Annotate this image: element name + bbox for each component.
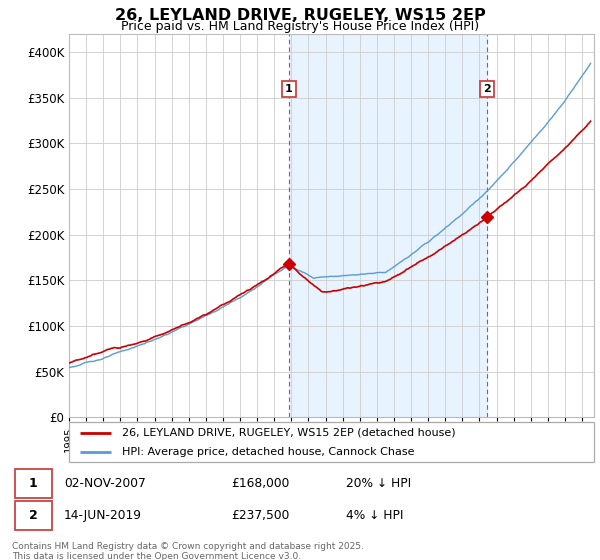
Text: 26, LEYLAND DRIVE, RUGELEY, WS15 2EP (detached house): 26, LEYLAND DRIVE, RUGELEY, WS15 2EP (de… <box>121 428 455 438</box>
Text: 26, LEYLAND DRIVE, RUGELEY, WS15 2EP: 26, LEYLAND DRIVE, RUGELEY, WS15 2EP <box>115 8 485 24</box>
Text: 02-NOV-2007: 02-NOV-2007 <box>64 477 146 491</box>
Text: £237,500: £237,500 <box>231 509 289 522</box>
FancyBboxPatch shape <box>15 501 52 530</box>
Text: 20% ↓ HPI: 20% ↓ HPI <box>346 477 412 491</box>
Text: 1: 1 <box>29 477 38 491</box>
Text: 1: 1 <box>285 84 292 94</box>
Text: 14-JUN-2019: 14-JUN-2019 <box>64 509 142 522</box>
Text: 2: 2 <box>483 84 491 94</box>
Text: £168,000: £168,000 <box>231 477 289 491</box>
Bar <box>289 34 487 417</box>
Text: 4% ↓ HPI: 4% ↓ HPI <box>346 509 404 522</box>
FancyBboxPatch shape <box>15 469 52 498</box>
Text: Price paid vs. HM Land Registry's House Price Index (HPI): Price paid vs. HM Land Registry's House … <box>121 20 479 33</box>
FancyBboxPatch shape <box>69 422 594 462</box>
Text: Contains HM Land Registry data © Crown copyright and database right 2025.
This d: Contains HM Land Registry data © Crown c… <box>12 542 364 560</box>
Text: HPI: Average price, detached house, Cannock Chase: HPI: Average price, detached house, Cann… <box>121 446 414 456</box>
Text: 2: 2 <box>29 509 38 522</box>
